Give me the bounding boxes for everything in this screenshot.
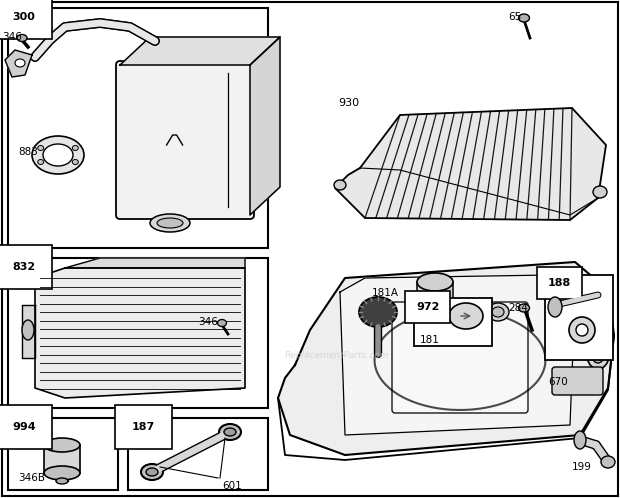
Text: 284: 284: [508, 303, 528, 313]
Ellipse shape: [518, 14, 529, 22]
FancyBboxPatch shape: [552, 367, 603, 395]
Polygon shape: [340, 275, 575, 435]
Text: 346: 346: [198, 317, 218, 327]
Text: 930: 930: [338, 98, 359, 108]
Ellipse shape: [518, 304, 529, 312]
Bar: [8, 258, 268, 408]
Ellipse shape: [218, 320, 226, 327]
Polygon shape: [120, 37, 280, 65]
Ellipse shape: [492, 307, 504, 317]
Ellipse shape: [574, 431, 586, 449]
Polygon shape: [65, 258, 245, 268]
Ellipse shape: [17, 34, 27, 41]
Text: 883: 883: [18, 147, 38, 157]
Ellipse shape: [601, 456, 615, 468]
Ellipse shape: [73, 145, 78, 150]
Ellipse shape: [592, 347, 604, 363]
Text: 346B: 346B: [18, 473, 45, 483]
Text: 199: 199: [572, 462, 592, 472]
Ellipse shape: [146, 468, 158, 476]
Polygon shape: [335, 108, 606, 220]
Bar: [8, 8, 268, 248]
Ellipse shape: [22, 320, 34, 340]
Ellipse shape: [32, 136, 84, 174]
Bar: [417, 282, 453, 314]
Bar: [128, 418, 268, 490]
Ellipse shape: [43, 144, 73, 166]
Ellipse shape: [334, 180, 346, 190]
Ellipse shape: [576, 324, 588, 336]
Ellipse shape: [224, 428, 236, 436]
Text: 670: 670: [548, 377, 568, 387]
Polygon shape: [250, 37, 280, 215]
Ellipse shape: [587, 341, 609, 369]
Ellipse shape: [15, 59, 25, 67]
Bar: [56, 473, 68, 481]
Ellipse shape: [73, 159, 78, 164]
Text: 832: 832: [12, 262, 35, 272]
Bar: [44, 445, 80, 473]
Text: 300: 300: [12, 12, 35, 22]
Text: 65: 65: [508, 12, 521, 22]
Bar: [414, 298, 492, 346]
Text: 181A: 181A: [372, 288, 399, 298]
Ellipse shape: [417, 305, 453, 323]
Ellipse shape: [569, 317, 595, 343]
Bar: [545, 275, 613, 360]
Text: 994: 994: [12, 422, 35, 432]
Text: ReplacementParts.com: ReplacementParts.com: [285, 351, 389, 360]
FancyBboxPatch shape: [392, 302, 528, 413]
Ellipse shape: [44, 466, 80, 480]
Ellipse shape: [56, 478, 68, 484]
Ellipse shape: [44, 438, 80, 452]
Polygon shape: [22, 305, 35, 358]
Text: 346: 346: [2, 32, 22, 42]
Ellipse shape: [141, 464, 163, 480]
Ellipse shape: [417, 273, 453, 291]
FancyBboxPatch shape: [116, 61, 254, 219]
Polygon shape: [278, 262, 614, 455]
Ellipse shape: [449, 303, 483, 329]
Ellipse shape: [38, 145, 43, 150]
Ellipse shape: [219, 424, 241, 440]
Text: 181: 181: [420, 335, 440, 345]
Ellipse shape: [150, 214, 190, 232]
Text: 188: 188: [548, 278, 571, 288]
Text: 972: 972: [416, 302, 440, 312]
Ellipse shape: [157, 218, 183, 228]
Ellipse shape: [593, 186, 607, 198]
Ellipse shape: [487, 303, 509, 321]
Ellipse shape: [548, 297, 562, 317]
Text: 601: 601: [222, 481, 242, 491]
Ellipse shape: [38, 159, 43, 164]
Ellipse shape: [359, 297, 397, 327]
Polygon shape: [35, 268, 245, 398]
Text: 187: 187: [132, 422, 155, 432]
Polygon shape: [5, 50, 32, 77]
Bar: [8, 418, 118, 490]
